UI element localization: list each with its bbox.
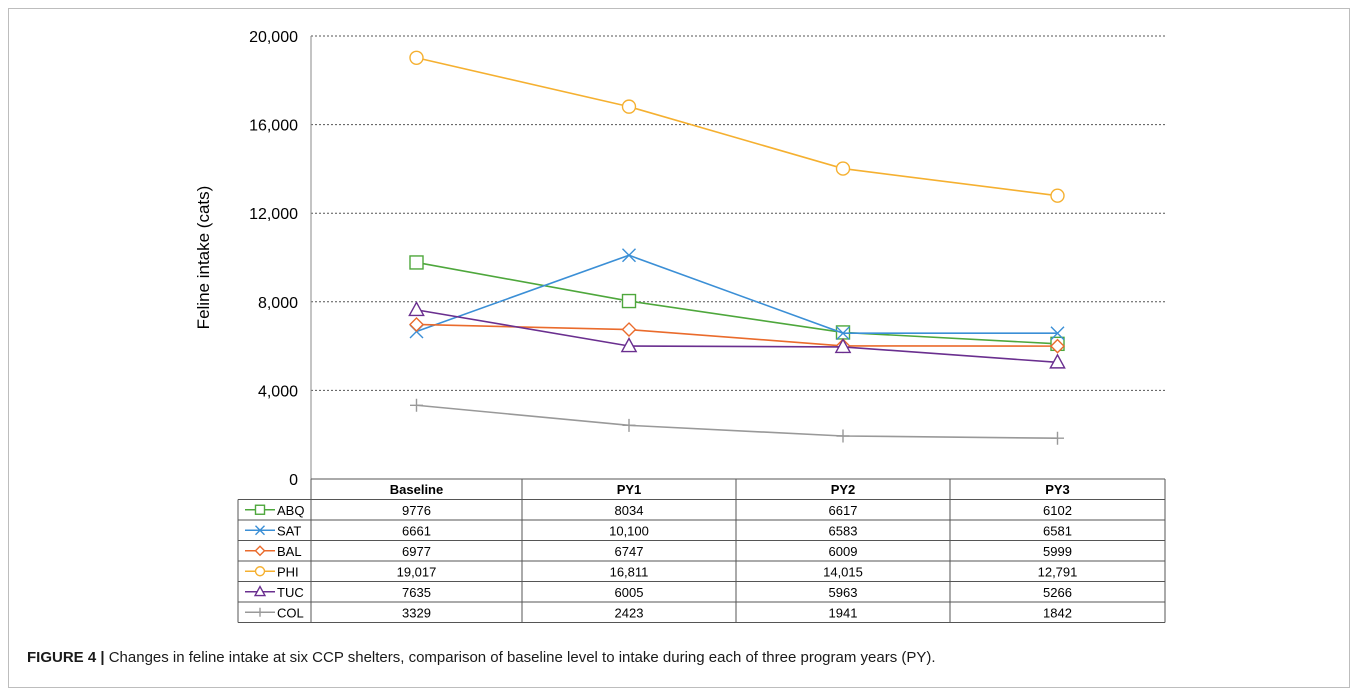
table-row: TUC 7635 6005 5963 5266 — [245, 585, 1072, 600]
data-point-sat — [622, 248, 636, 263]
gridlines — [310, 35, 1165, 479]
table-cell-value: 10,100 — [609, 523, 649, 538]
data-point-col — [836, 429, 850, 443]
series-bal — [409, 316, 1065, 354]
y-tick-label: 20,000 — [249, 29, 298, 46]
table-cell-value: 9776 — [402, 503, 431, 518]
data-point-tuc — [1049, 353, 1066, 369]
legend-marker-abq — [254, 504, 266, 515]
caption-text: Changes in feline intake at six CCP shel… — [104, 649, 936, 666]
legend-label: COL — [277, 605, 304, 620]
data-point-phi — [409, 50, 424, 65]
legend-marker-sat — [255, 525, 265, 536]
table-cell-value: 14,015 — [823, 564, 863, 579]
table-cell-value: 7635 — [402, 585, 431, 600]
table-row: COL 3329 2423 1941 1842 — [245, 605, 1072, 620]
data-point-phi — [621, 99, 637, 114]
table-cell-value: 5999 — [1043, 544, 1072, 559]
legend-label: BAL — [277, 544, 302, 559]
y-tick-label: 8,000 — [258, 295, 298, 312]
series-sat — [409, 248, 1065, 341]
data-point-tuc — [620, 337, 638, 353]
series-tuc — [408, 300, 1066, 369]
data-point-bal — [621, 322, 637, 338]
series-line-tuc — [416, 309, 1058, 364]
data-point-tuc — [834, 337, 852, 354]
figure-caption: FIGURE 4 | Changes in feline intake at s… — [27, 649, 936, 666]
table-cell-value: 19,017 — [397, 564, 437, 579]
table-cell-value: 6005 — [615, 585, 644, 600]
series-line-abq — [416, 261, 1058, 345]
table-cell-value: 16,811 — [610, 564, 649, 579]
legend-marker-bal — [254, 545, 266, 557]
table-row: ABQ 9776 8034 6617 6102 — [245, 503, 1072, 518]
table-row: PHI 19,017 16,811 14,015 12,791 — [245, 564, 1077, 579]
y-tick-label: 4,000 — [258, 383, 298, 400]
legend-marker-phi — [254, 566, 266, 577]
table-cell-value: 3329 — [402, 605, 431, 620]
data-point-phi — [1050, 188, 1065, 203]
table-cell-value: 6583 — [829, 523, 858, 538]
y-tick-label: 0 — [289, 472, 298, 489]
table-cell-value: 12,791 — [1038, 564, 1078, 579]
x-category-label: Baseline — [390, 482, 443, 497]
table-row: SAT 6661 10,100 6583 6581 — [245, 523, 1072, 538]
legend-label: ABQ — [277, 503, 304, 518]
data-point-col — [1051, 431, 1064, 445]
series-lines — [408, 50, 1066, 445]
table-cell-value: 6617 — [829, 503, 858, 518]
table-cell-value: 1941 — [829, 605, 858, 620]
table-cell-value: 6977 — [402, 544, 431, 559]
series-phi — [409, 50, 1065, 203]
series-line-bal — [416, 323, 1058, 347]
y-tick-label: 16,000 — [249, 118, 298, 135]
data-point-abq — [409, 255, 424, 270]
x-category-label: PY3 — [1045, 482, 1070, 497]
x-category-label: PY1 — [617, 482, 642, 497]
data-point-phi — [835, 161, 851, 176]
table-cell-value: 6661 — [402, 523, 431, 538]
legend-label: TUC — [277, 585, 304, 600]
series-col — [410, 398, 1064, 445]
legend-marker-tuc — [253, 585, 267, 597]
legend-marker-col — [255, 607, 265, 617]
legend-label: SAT — [277, 523, 301, 538]
series-abq — [409, 255, 1065, 352]
figure-label: FIGURE 4 | — [27, 649, 105, 666]
series-line-phi — [416, 56, 1058, 197]
table-row: BAL 6977 6747 6009 5999 — [245, 544, 1072, 559]
table-cell-value: 5963 — [829, 585, 858, 600]
table-cell-value: 6009 — [829, 544, 858, 559]
y-axis-label: Feline intake (cats) — [194, 186, 213, 330]
data-point-sat — [836, 326, 850, 341]
figure-frame: 0 4,000 8,000 12,000 16,000 20,000 Feline int… — [8, 8, 1350, 688]
line-chart: 0 4,000 8,000 12,000 16,000 20,000 Feline int… — [194, 29, 1166, 623]
table-cell-value: 8034 — [615, 503, 644, 518]
data-point-col — [622, 418, 636, 432]
data-point-tuc — [408, 300, 425, 317]
table-cell-value: 6581 — [1043, 523, 1072, 538]
table-cell-value: 5266 — [1043, 585, 1072, 600]
data-point-col — [410, 398, 423, 412]
y-axis-ticks: 0 4,000 8,000 12,000 16,000 20,000 — [249, 29, 298, 489]
series-line-sat — [416, 254, 1058, 335]
legend-label: PHI — [277, 564, 299, 579]
x-category-label: PY2 — [831, 482, 856, 497]
table-cell-value: 6747 — [615, 544, 644, 559]
data-point-bal — [1050, 338, 1065, 354]
data-point-bal — [409, 316, 424, 332]
table-cell-value: 6102 — [1043, 503, 1072, 518]
series-line-col — [416, 404, 1058, 439]
data-table: Baseline PY1 PY2 PY3 ABQ 9776 8034 6617 6102 SAT 6… — [237, 478, 1166, 623]
data-point-abq — [621, 293, 637, 309]
y-tick-label: 12,000 — [249, 206, 298, 223]
data-point-sat — [1050, 326, 1065, 341]
table-cell-value: 2423 — [615, 605, 644, 620]
table-cell-value: 1842 — [1043, 605, 1072, 620]
